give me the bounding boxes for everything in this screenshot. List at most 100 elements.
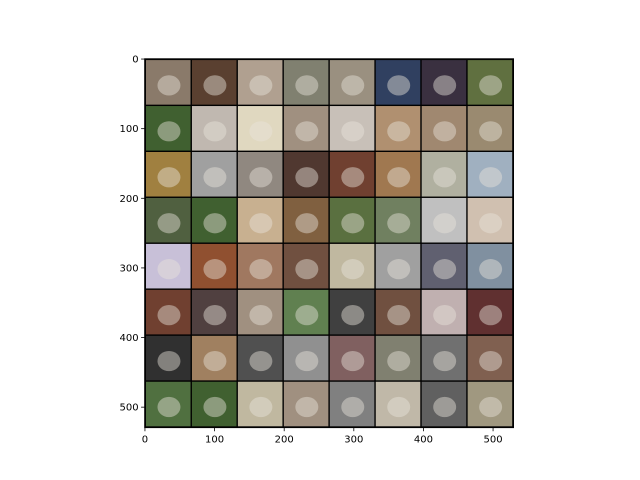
tile-subject (341, 350, 365, 372)
image-tile (467, 381, 513, 427)
image-tile (145, 151, 191, 197)
tile-subject (387, 396, 411, 418)
x-tick-label: 400 (414, 435, 433, 446)
image-tile (467, 243, 513, 289)
tile-subject (387, 213, 411, 234)
tile-subject (341, 259, 365, 280)
image-tile (375, 197, 421, 243)
image-tile (329, 289, 375, 335)
image-tile (237, 60, 283, 105)
tile-subject (295, 259, 319, 280)
image-tile (237, 381, 283, 427)
tile-subject (387, 75, 411, 96)
tile-subject (479, 213, 503, 234)
image-tile (375, 289, 421, 335)
tile-subject (295, 305, 319, 326)
tile-subject (479, 350, 503, 372)
image-tile (467, 151, 513, 197)
image-tile (421, 60, 467, 105)
tile-subject (341, 167, 365, 188)
tile-subject (295, 167, 319, 188)
image-tile (375, 60, 421, 105)
tile-subject (295, 213, 319, 234)
tile-subject (387, 121, 411, 142)
image-tile (145, 243, 191, 289)
tile-subject (157, 167, 181, 188)
y-tick-label: 400 (120, 333, 139, 344)
tile-subject (433, 350, 457, 372)
tile-subject (387, 167, 411, 188)
image-tile (467, 335, 513, 381)
tile-subject (203, 259, 227, 280)
y-tick-label: 300 (120, 263, 139, 274)
tile-subject (249, 350, 273, 372)
tile-subject (341, 396, 365, 418)
image-tile (237, 151, 283, 197)
image-tile (145, 381, 191, 427)
tile-subject (479, 305, 503, 326)
tile-subject (433, 167, 457, 188)
tile-subject (295, 350, 319, 372)
image-tile (329, 106, 375, 151)
tile-subject (341, 213, 365, 234)
image-tile (237, 106, 283, 151)
image-tile (467, 60, 513, 105)
x-tick-label: 100 (205, 435, 224, 446)
tile-subject (433, 121, 457, 142)
image-tile (329, 243, 375, 289)
image-tile (145, 335, 191, 381)
image-tile (375, 381, 421, 427)
image-tile (283, 151, 329, 197)
image-tile (329, 60, 375, 105)
image-tile (283, 335, 329, 381)
image-tile (467, 289, 513, 335)
image-tile (375, 151, 421, 197)
tile-subject (249, 167, 273, 188)
tile-subject (387, 259, 411, 280)
image-tile (237, 197, 283, 243)
image-tile (237, 243, 283, 289)
tile-subject (249, 213, 273, 234)
image-tile (191, 289, 237, 335)
image-tile (283, 289, 329, 335)
image-tile (283, 106, 329, 151)
tile-subject (157, 75, 181, 96)
tile-subject (157, 350, 181, 372)
tile-subject (203, 396, 227, 418)
image-tile (329, 335, 375, 381)
image-tile (421, 289, 467, 335)
tile-subject (249, 305, 273, 326)
x-tick-label: 200 (275, 435, 294, 446)
tile-subject (295, 75, 319, 96)
image-tile (237, 335, 283, 381)
image-tile (329, 151, 375, 197)
y-tick-label: 100 (120, 124, 139, 135)
image-tile (191, 335, 237, 381)
tile-subject (157, 259, 181, 280)
image-tile (421, 243, 467, 289)
tile-subject (157, 213, 181, 234)
tile-subject (341, 305, 365, 326)
image-tile (145, 289, 191, 335)
tile-subject (203, 213, 227, 234)
image-tile (421, 335, 467, 381)
image-tile (329, 381, 375, 427)
tile-subject (203, 305, 227, 326)
tile-subject (203, 121, 227, 142)
image-tile (191, 381, 237, 427)
image-tile (375, 243, 421, 289)
image-tile (375, 335, 421, 381)
tile-subject (387, 305, 411, 326)
tile-subject (433, 75, 457, 96)
tile-subject (433, 259, 457, 280)
tile-subject (203, 350, 227, 372)
y-tick-label: 500 (120, 403, 139, 414)
image-tile (467, 106, 513, 151)
tile-subject (479, 259, 503, 280)
image-tile (191, 151, 237, 197)
y-tick-label: 0 (132, 55, 138, 66)
y-tick-label: 200 (120, 194, 139, 205)
image-tile (375, 106, 421, 151)
